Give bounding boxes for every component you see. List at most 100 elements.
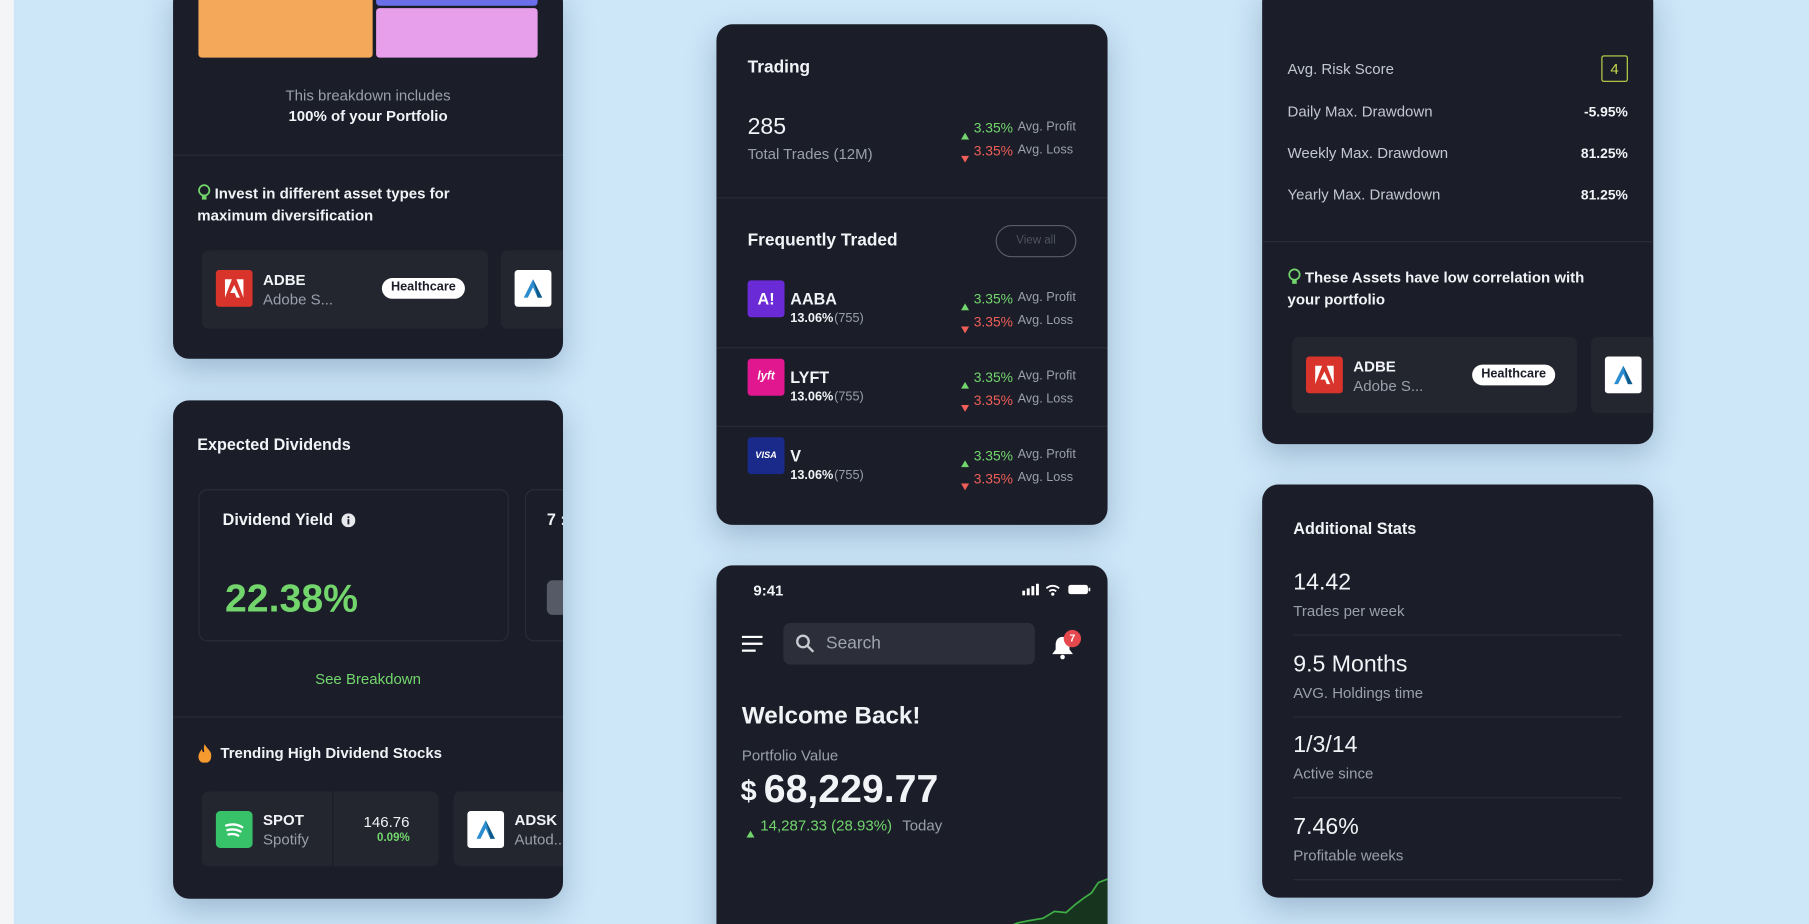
- autodesk-logo-svg: [514, 269, 552, 307]
- ticker-logo-text: lyft: [757, 370, 775, 384]
- row-share: 13.06%: [790, 311, 834, 326]
- row-share: 13.06%: [790, 390, 834, 405]
- bulb-icon: [1288, 268, 1302, 286]
- stat-value: 9.5 Months: [1293, 651, 1408, 678]
- summary-text: This breakdown includes: [285, 86, 451, 105]
- down-arrow-polygon: [961, 326, 970, 334]
- search-box[interactable]: [783, 622, 1035, 665]
- status-icons: [1022, 581, 1091, 597]
- down-arrow-polygon: [961, 404, 970, 412]
- drawdown-value: -5.95%: [1583, 103, 1628, 120]
- up-arrow: [746, 823, 755, 838]
- avg-loss: 3.35%: [973, 313, 1013, 330]
- up-arrow-svg: [961, 381, 970, 389]
- status-icons-rect: [1088, 587, 1091, 592]
- divider: [173, 154, 564, 156]
- autodesk-logo-svg: [1604, 356, 1642, 394]
- search-icon: [795, 633, 815, 653]
- portfolio-sparkline-svg: [1012, 878, 1108, 924]
- stat-value: 14.42: [1293, 569, 1352, 596]
- change-period: Today: [902, 817, 943, 835]
- stat-label: Active since: [1293, 765, 1374, 783]
- status-time: 9:41: [753, 581, 784, 599]
- section-title: Trending High Dividend Stocks: [220, 744, 443, 762]
- avg-profit-label: Avg. Profit: [1017, 369, 1076, 384]
- divider: [716, 425, 1108, 427]
- info-icon-rect: [347, 519, 350, 525]
- card-title: Expected Dividends: [197, 434, 351, 453]
- view-all-label: View all: [1016, 234, 1056, 247]
- portfolio-value: 68,229.77: [763, 766, 939, 811]
- greeting: Welcome Back!: [741, 703, 921, 730]
- stock-ticker: SPOT: [263, 811, 304, 829]
- avg-loss-label: Avg. Loss: [1017, 471, 1074, 486]
- risk-card: Avg. Risk Score 4 Daily Max. Drawdown -5.95…: [1262, 0, 1654, 445]
- row-ticker: AABA: [790, 289, 837, 308]
- adobe-logo: [1305, 356, 1343, 394]
- section-title: Frequently Traded: [747, 230, 898, 251]
- drawdown-label: Yearly Max. Drawdown: [1287, 185, 1441, 204]
- menu-icon: [741, 635, 763, 652]
- stat-label: Profitable weeks: [1293, 847, 1404, 865]
- bulb-icon-circle: [1288, 268, 1301, 281]
- stock-name: Autod...: [514, 830, 564, 849]
- menu-icon-rect: [741, 635, 763, 638]
- fire-icon: [197, 744, 212, 764]
- stock-name: Spotify: [263, 830, 309, 849]
- down-arrow-svg: [961, 483, 970, 491]
- avg-profit-label: Avg. Profit: [1017, 448, 1076, 462]
- autodesk-logo-rect: [514, 269, 552, 307]
- adobe-logo-path: [1320, 371, 1331, 385]
- avg-profit: 3.35%: [973, 119, 1013, 136]
- view-all-button[interactable]: [995, 224, 1077, 258]
- row-ticker: V: [790, 446, 802, 465]
- adobe-logo-path: [224, 279, 232, 298]
- portfolio-sparkline-path: [1015, 879, 1108, 924]
- divider: [1293, 634, 1623, 636]
- portfolio-sparkline-path: [1012, 878, 1108, 924]
- status-icons-rect: [1036, 583, 1039, 596]
- up-arrow-polygon: [961, 303, 970, 311]
- down-arrow: [961, 148, 970, 163]
- card-title: Trading: [747, 57, 811, 78]
- fire-icon-path: [198, 744, 212, 764]
- avg-loss: 3.35%: [973, 470, 1013, 487]
- stock-ticker: ADSK: [514, 811, 558, 829]
- stock-price: 146.76: [363, 813, 410, 831]
- search-icon-svg: [796, 634, 815, 653]
- up-arrow: [961, 374, 970, 389]
- risk-score: 4: [1610, 59, 1619, 77]
- up-arrow-polygon: [961, 381, 970, 389]
- drawdown-value: 81.25%: [1580, 145, 1628, 162]
- adobe-logo-path: [230, 284, 240, 298]
- divider: [1293, 797, 1623, 799]
- risk-score-box: [1601, 55, 1628, 82]
- spotify-logo-path: [224, 823, 244, 837]
- card-title: Additional Stats: [1293, 518, 1417, 538]
- fire-icon-svg: [198, 744, 212, 764]
- next-tile-label: 7 :: [546, 509, 563, 528]
- avg-profit: 3.35%: [973, 368, 1013, 386]
- asset-ticker: ADBE: [1353, 357, 1396, 376]
- page-edge: [0, 0, 14, 924]
- bulb-icon-circle: [198, 184, 211, 197]
- divider: [173, 716, 564, 718]
- risk-label: Avg. Risk Score: [1287, 60, 1394, 78]
- down-arrow-svg: [961, 326, 970, 334]
- menu-icon-rect: [741, 649, 756, 652]
- ticker-logo-text: VISA: [755, 450, 777, 461]
- notification-badge[interactable]: [1063, 629, 1082, 648]
- up-arrow-polygon: [961, 460, 970, 468]
- tile-divider: [332, 791, 334, 867]
- divider: [1293, 879, 1623, 881]
- search-icon-path: [806, 645, 815, 653]
- yield-label: Dividend Yield: [222, 509, 334, 528]
- see-breakdown-link[interactable]: See Breakdown: [315, 670, 421, 688]
- avg-loss: 3.35%: [973, 392, 1013, 409]
- status-icons-svg: [1022, 583, 1091, 596]
- ticker-logo: [747, 358, 785, 396]
- currency-sign: $: [740, 775, 757, 808]
- drawdown-label: Weekly Max. Drawdown: [1287, 144, 1449, 162]
